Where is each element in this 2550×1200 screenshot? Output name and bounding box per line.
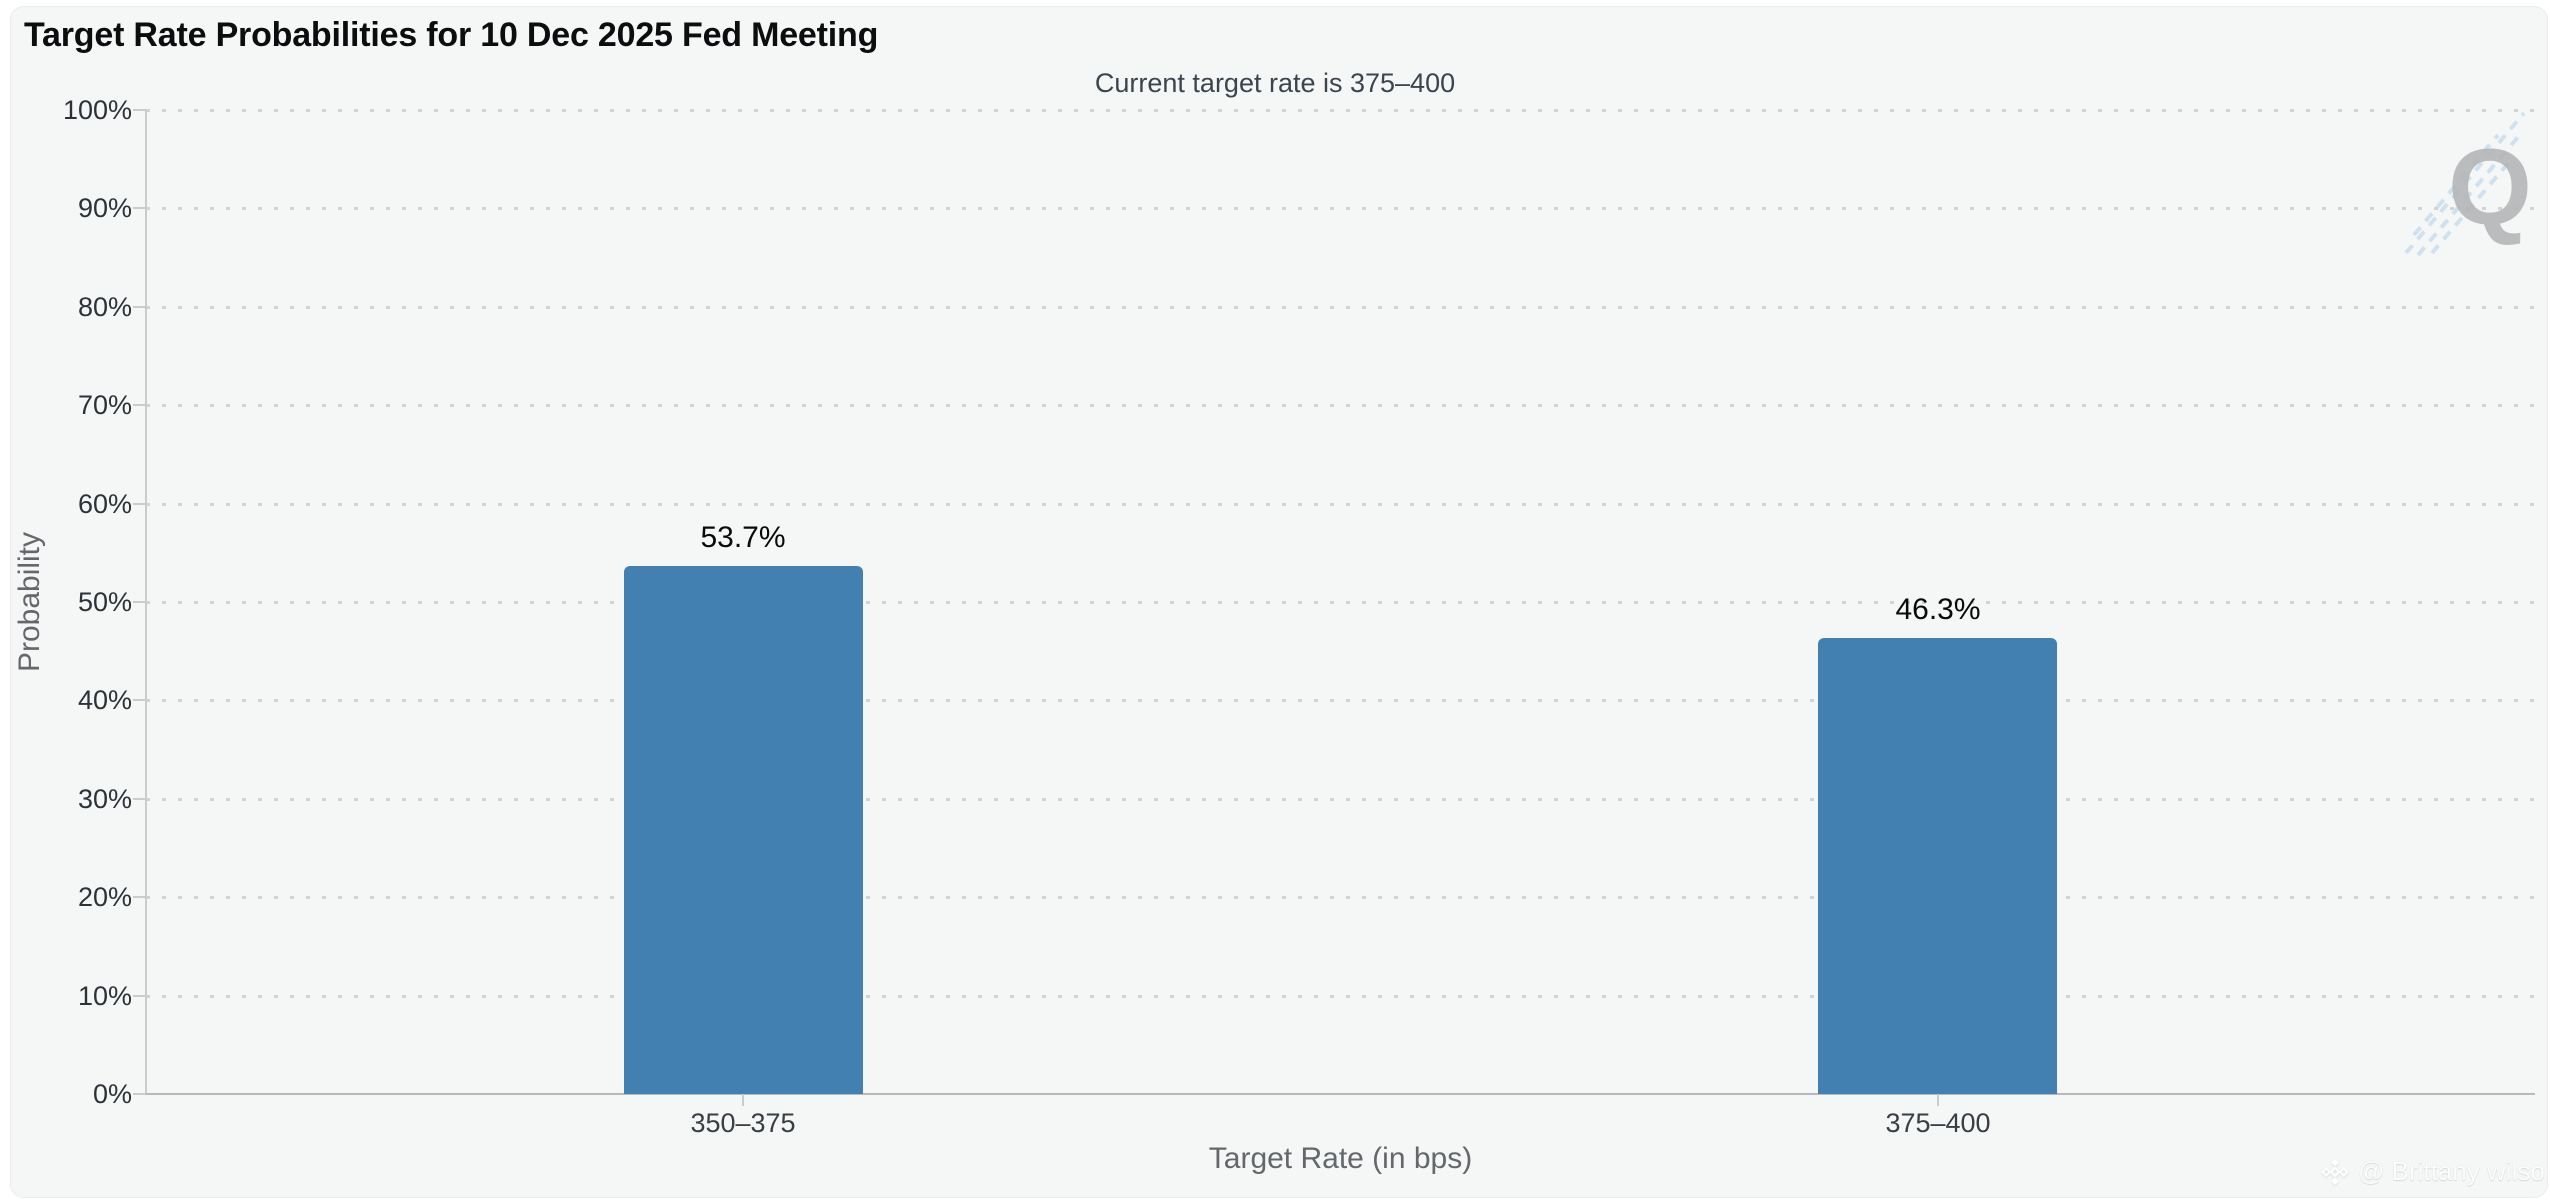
y-axis-tick [133, 109, 146, 111]
x-axis-line [146, 1093, 2535, 1095]
credit-watermark: @ Brittany wilso [2320, 1156, 2545, 1187]
binance-diamond-icon [2321, 1158, 2349, 1185]
gridline [146, 207, 2535, 210]
y-axis-tick-label: 80% [77, 292, 132, 322]
y-axis-line [145, 110, 147, 1094]
watermark-swoosh-icon [2404, 111, 2526, 257]
y-axis-tick [133, 601, 146, 603]
probability-bar[interactable] [1818, 638, 2057, 1094]
x-axis-tick-label: 375–400 [1885, 1108, 1991, 1138]
y-axis-tick [133, 207, 146, 209]
y-axis-tick-label: 50% [77, 587, 132, 617]
y-axis-tick [133, 995, 146, 997]
y-axis-tick-label: 70% [77, 390, 132, 420]
probability-bar[interactable] [624, 566, 863, 1094]
gridline [146, 699, 2535, 702]
y-axis-tick [133, 699, 146, 701]
gridline [146, 995, 2535, 998]
y-axis-tick-label: 0% [92, 1079, 132, 1109]
y-axis-tick-label: 20% [77, 882, 132, 912]
x-axis-tick [742, 1094, 744, 1106]
gridline [146, 404, 2535, 407]
y-axis-tick [133, 1093, 146, 1095]
y-axis-tick-label: 40% [77, 685, 132, 715]
x-axis-tick-label: 350–375 [690, 1108, 796, 1138]
chart-title: Target Rate Probabilities for 10 Dec 202… [24, 16, 879, 54]
y-axis-tick-label: 10% [77, 981, 132, 1011]
y-axis-tick [133, 306, 146, 308]
gridline [146, 109, 2535, 112]
y-axis-tick-label: 30% [77, 784, 132, 814]
y-axis-tick [133, 896, 146, 898]
y-axis-tick [133, 404, 146, 406]
credit-text: @ Brittany wilso [2358, 1156, 2545, 1186]
x-axis-title: Target Rate (in bps) [1208, 1142, 1473, 1175]
y-axis-tick-label: 100% [62, 95, 132, 125]
gridline [146, 306, 2535, 309]
gridline [146, 798, 2535, 801]
y-axis-tick [133, 798, 146, 800]
y-axis-tick [133, 503, 146, 505]
q-logo-letter: Q [2448, 126, 2533, 247]
x-axis-tick [1937, 1094, 1939, 1106]
gridline [146, 896, 2535, 899]
chart-subtitle: Current target rate is 375–400 [1094, 68, 1456, 98]
bar-value-label: 53.7% [700, 521, 786, 554]
bar-value-label: 46.3% [1895, 593, 1981, 626]
gridline [146, 601, 2535, 604]
y-axis-tick-label: 90% [77, 193, 132, 223]
provider-watermark: Q [2398, 95, 2548, 265]
gridline [146, 503, 2535, 506]
y-axis-tick-label: 60% [77, 489, 132, 519]
